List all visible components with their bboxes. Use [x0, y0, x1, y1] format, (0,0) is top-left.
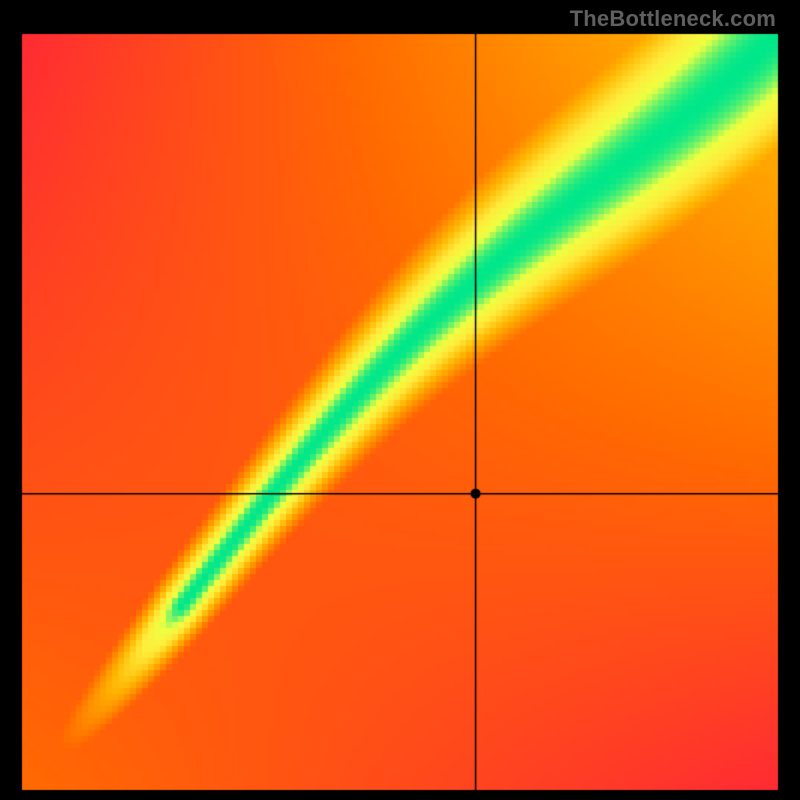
chart-container: { "watermark": { "text": "TheBottleneck.…	[0, 0, 800, 800]
bottleneck-heatmap	[0, 0, 800, 800]
watermark-text: TheBottleneck.com	[570, 6, 776, 32]
